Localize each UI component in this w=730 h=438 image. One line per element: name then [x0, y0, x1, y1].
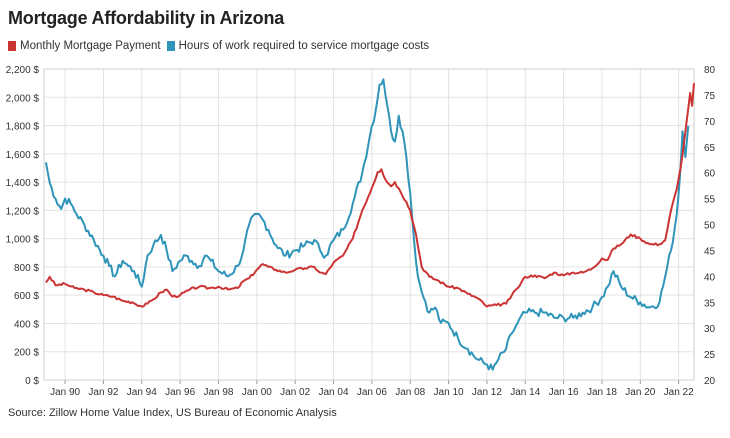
legend-swatch-mortgage-payment — [8, 41, 16, 51]
legend-label-mortgage-payment: Monthly Mortgage Payment — [20, 40, 161, 52]
y-left-tick-label: 400 $ — [14, 319, 39, 330]
x-tick-label: Jan 22 — [664, 387, 694, 398]
y-right-tick-label: 20 — [704, 376, 716, 387]
chart-source-note: Source: Zillow Home Value Index, US Bure… — [8, 407, 337, 419]
x-tick-label: Jan 02 — [280, 387, 310, 398]
y-right-tick-label: 75 — [704, 91, 716, 102]
x-tick-label: Jan 90 — [50, 387, 80, 398]
series-line-mortgage-payment — [45, 83, 695, 308]
y-right-tick-label: 45 — [704, 246, 716, 257]
x-tick-label: Jan 94 — [127, 387, 157, 398]
plot-frame — [43, 68, 695, 381]
chart-title: Mortgage Affordability in Arizona — [8, 8, 285, 28]
x-tick-label: Jan 12 — [472, 387, 502, 398]
y-left-tick-label: 800 $ — [14, 263, 39, 274]
series-line-hours-of-work — [44, 78, 690, 371]
y-right-tick-label: 50 — [704, 221, 716, 232]
legend-label-hours-of-work: Hours of work required to service mortga… — [178, 40, 430, 52]
legend-item-hours-of-work: Hours of work required to service mortga… — [166, 40, 430, 52]
y-right-tick-label: 80 — [704, 65, 716, 76]
x-tick-label: Jan 16 — [549, 387, 579, 398]
y-right-tick-label: 60 — [704, 169, 716, 180]
y-left-tick-label: 1,400 $ — [6, 178, 40, 189]
y-right-tick-label: 30 — [704, 324, 716, 335]
x-tick-label: Jan 06 — [357, 387, 387, 398]
y-left-tick-label: 1,600 $ — [6, 150, 40, 161]
x-tick-label: Jan 00 — [242, 387, 272, 398]
y-left-tick-label: 1,800 $ — [6, 122, 40, 133]
y-right-tick-label: 35 — [704, 298, 716, 309]
chart-legend: Monthly Mortgage Payment Hours of work r… — [8, 40, 435, 52]
x-tick-label: Jan 08 — [395, 387, 425, 398]
y-right-tick-label: 65 — [704, 143, 716, 154]
x-tick-label: Jan 96 — [165, 387, 195, 398]
x-tick-label: Jan 20 — [625, 387, 655, 398]
x-tick-label: Jan 98 — [203, 387, 233, 398]
y-left-tick-label: 200 $ — [14, 348, 39, 359]
y-left-tick-label: 0 $ — [25, 376, 39, 387]
legend-swatch-hours-of-work — [166, 41, 175, 51]
y-right-tick-label: 25 — [704, 350, 716, 361]
y-left-tick-label: 600 $ — [14, 291, 39, 302]
y-right-tick-label: 55 — [704, 195, 716, 206]
y-right-tick-label: 40 — [704, 272, 716, 283]
x-tick-label: Jan 04 — [319, 387, 349, 398]
y-left-tick-label: 2,000 $ — [6, 93, 40, 104]
x-tick-label: Jan 14 — [510, 387, 540, 398]
x-tick-label: Jan 18 — [587, 387, 617, 398]
x-tick-label: Jan 10 — [434, 387, 464, 398]
y-left-tick-label: 1,000 $ — [6, 235, 40, 246]
legend-item-mortgage-payment: Monthly Mortgage Payment — [8, 40, 161, 52]
y-left-tick-label: 1,200 $ — [6, 206, 40, 217]
x-tick-label: Jan 92 — [88, 387, 118, 398]
y-left-tick-label: 2,200 $ — [6, 65, 40, 76]
y-right-tick-label: 70 — [704, 117, 716, 128]
